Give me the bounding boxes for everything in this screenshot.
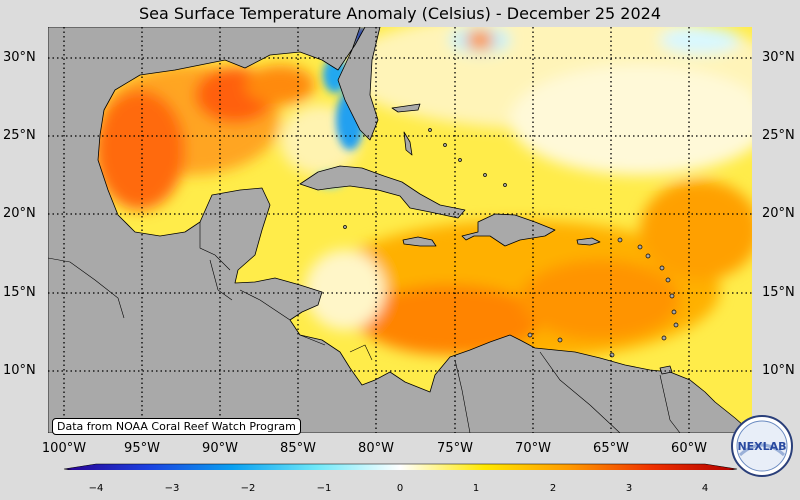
colorbar-tick-label: 4 [701, 483, 709, 494]
lat-label-20n-right: 20°N [762, 206, 795, 221]
lon-label-60w: 60°W [671, 441, 707, 456]
lat-label-30n-left: 30°N [3, 50, 36, 65]
lon-label-90w: 90°W [202, 441, 238, 456]
cuba [299, 165, 466, 219]
lat-label-10n-left: 10°N [3, 363, 36, 378]
lat-label-20n-left: 20°N [3, 206, 36, 221]
colorbar-tick-label: 1 [472, 483, 480, 494]
lat-label-30n-right: 30°N [762, 50, 795, 65]
borders [48, 222, 681, 433]
jamaica [402, 236, 437, 247]
lat-label-10n-right: 10°N [762, 363, 795, 378]
map-title: Sea Surface Temperature Anomaly (Celsius… [139, 4, 661, 23]
lat-label-25n-right: 25°N [762, 128, 795, 143]
colorbar-tick-label: −3 [164, 483, 180, 494]
graticule [48, 27, 752, 433]
lat-label-25n-left: 25°N [3, 128, 36, 143]
lon-label-75w: 75°W [437, 441, 473, 456]
nexlab-logo: NEXLAB [731, 415, 793, 477]
colorbar-tick-label: −2 [240, 483, 256, 494]
colorbar-tick-label: −1 [316, 483, 332, 494]
lon-label-80w: 80°W [358, 441, 394, 456]
colorbar-tick-label: 2 [549, 483, 557, 494]
lon-label-100w: 100°W [41, 441, 87, 456]
puerto-rico [576, 237, 601, 246]
lon-label-70w: 70°W [515, 441, 551, 456]
hispaniola [461, 213, 556, 247]
data-credit: Data from NOAA Coral Reef Watch Program [52, 418, 301, 435]
lon-label-95w: 95°W [124, 441, 160, 456]
svg-text:NEXLAB: NEXLAB [737, 440, 786, 453]
colorbar-tick-label: −4 [88, 483, 104, 494]
islands [343, 128, 679, 358]
lon-label-65w: 65°W [593, 441, 629, 456]
lat-label-15n-left: 15°N [3, 285, 36, 300]
lat-label-15n-right: 15°N [762, 285, 795, 300]
colorbar-tick-label: 3 [625, 483, 633, 494]
lon-label-85w: 85°W [280, 441, 316, 456]
sst-anomaly-map [48, 27, 752, 470]
colorbar [63, 463, 738, 470]
colorbar-tick-label: 0 [396, 483, 404, 494]
